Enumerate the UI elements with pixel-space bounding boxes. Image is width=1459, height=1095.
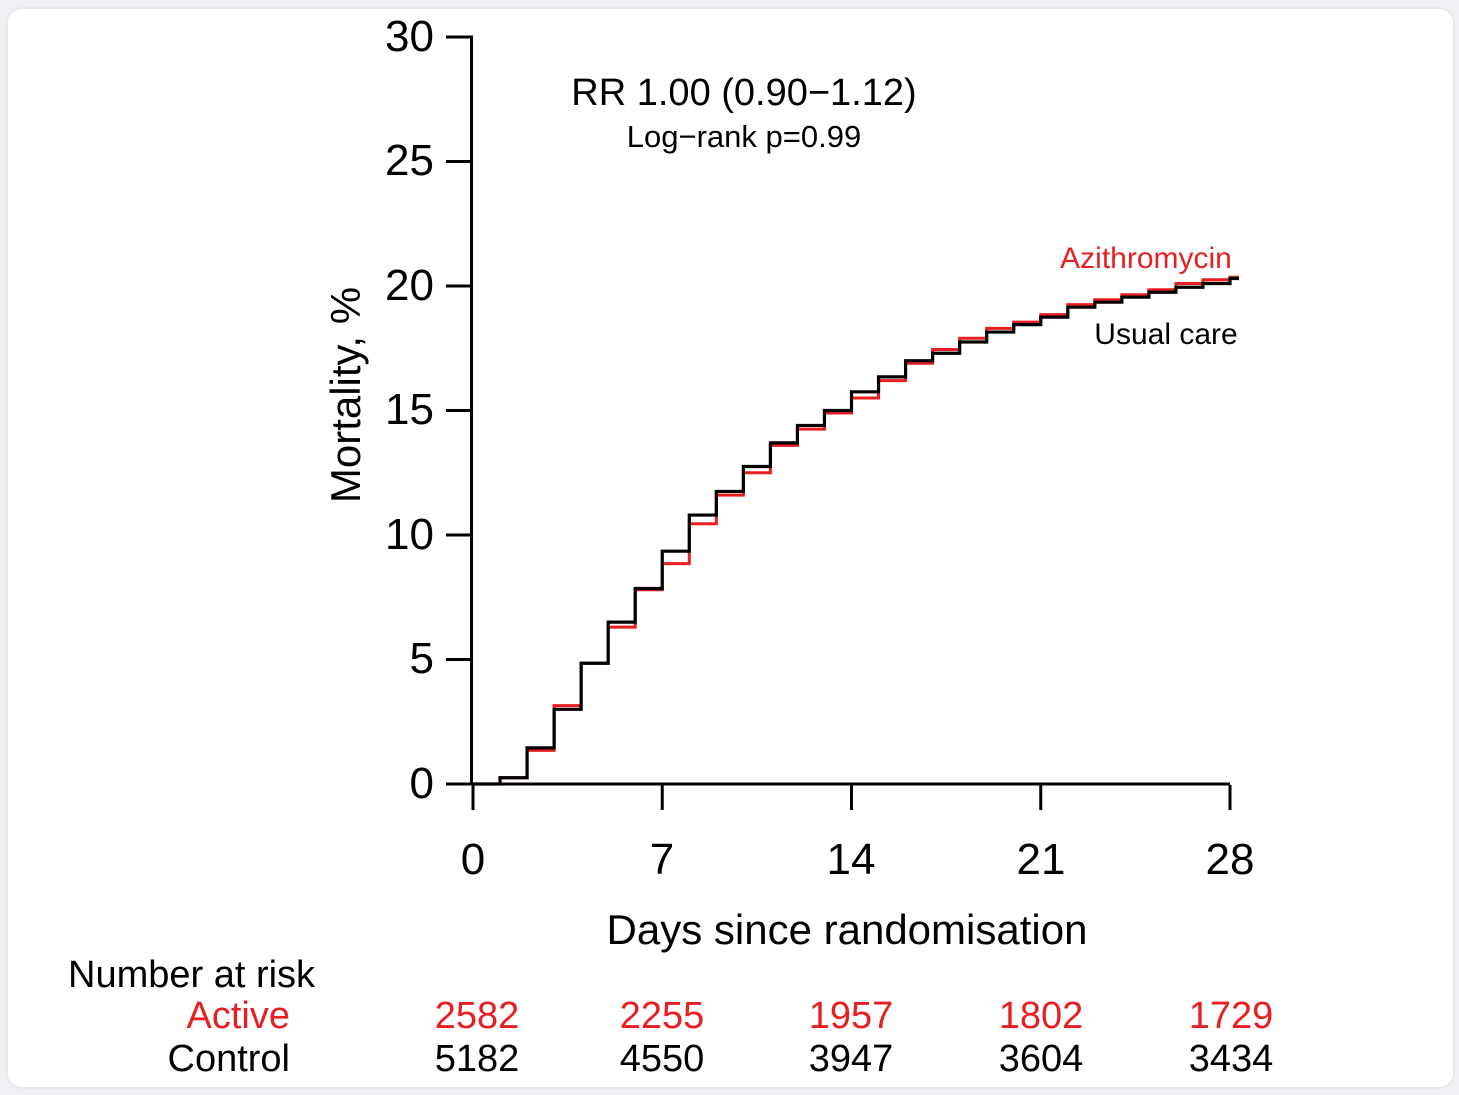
risk-table-title: Number at risk (68, 954, 316, 996)
risk-value: 3434 (1188, 1038, 1274, 1080)
y-tick-label-10: 10 (385, 510, 434, 559)
risk-value: 3947 (808, 1038, 894, 1080)
rr-annotation: RR 1.00 (0.90−1.12) (571, 72, 917, 114)
x-tick-label-14: 14 (826, 835, 876, 884)
curve-label-azithromycin: Azithromycin (1060, 242, 1232, 275)
logrank-annotation: Log−rank p=0.99 (626, 119, 862, 154)
curve-label-usual-care: Usual care (1094, 318, 1238, 351)
y-tick-label-5: 5 (409, 634, 434, 683)
y-tick-label-30: 30 (385, 12, 434, 61)
y-tick-label-25: 25 (385, 136, 434, 185)
risk-row-label-active: Active (186, 995, 290, 1037)
figure-card (6, 7, 1455, 1089)
y-axis-title: Mortality, % (322, 286, 369, 504)
risk-value: 2255 (619, 995, 705, 1037)
series-path-azithromycin (473, 275, 1239, 786)
y-tick-label-20: 20 (385, 261, 434, 310)
risk-value: 1957 (808, 995, 894, 1037)
x-tick-label-7: 7 (649, 835, 675, 884)
y-tick-label-15: 15 (385, 385, 434, 434)
x-axis-title: Days since randomisation (606, 906, 1088, 953)
risk-value: 5182 (434, 1038, 520, 1080)
x-tick-label-28: 28 (1205, 835, 1255, 884)
risk-value: 1729 (1188, 995, 1274, 1037)
x-tick-label-0: 0 (460, 835, 486, 884)
series-path-usual-care (473, 276, 1239, 786)
risk-value: 3604 (998, 1038, 1084, 1080)
risk-value: 2582 (434, 995, 520, 1037)
risk-row-label-control: Control (167, 1038, 291, 1080)
risk-value: 1802 (998, 995, 1084, 1037)
y-tick-label-0: 0 (409, 759, 434, 808)
x-tick-label-21: 21 (1016, 835, 1066, 884)
risk-value: 4550 (619, 1038, 705, 1080)
